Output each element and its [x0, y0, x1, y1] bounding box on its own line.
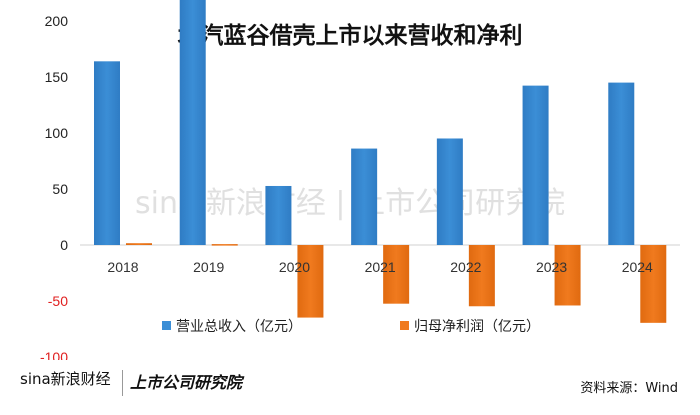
footer: sina新浪财经 上市公司研究院 资料来源：Wind: [0, 360, 700, 415]
x-tick-label: 2021: [365, 259, 396, 275]
x-tick-label: 2020: [279, 259, 310, 275]
legend-label-1: 归母净利润（亿元）: [414, 318, 540, 335]
y-tick-label: 0: [60, 237, 68, 253]
y-tick-label: 100: [45, 125, 69, 141]
x-tick-label: 2019: [193, 259, 224, 275]
y-tick-label: -50: [48, 293, 68, 309]
profit-bar-2018: [126, 243, 152, 245]
revenue-bar-2018: [94, 61, 120, 245]
x-tick-label: 2018: [107, 259, 138, 275]
x-tick-label: 2022: [450, 259, 481, 275]
sina-finance-logo: sina新浪财经: [20, 370, 111, 388]
legend-swatch-0: [162, 321, 171, 330]
y-tick-label: 50: [52, 181, 68, 197]
chart-title: 北汽蓝谷借壳上市以来营收和净利: [177, 23, 523, 49]
profit-bar-2021: [383, 245, 410, 304]
revenue-bar-2021: [351, 148, 378, 245]
revenue-bar-2020: [265, 185, 292, 245]
x-tick-label: 2024: [622, 259, 653, 275]
revenue-bar-2022: [436, 138, 463, 245]
data-source: 资料来源：Wind: [580, 381, 678, 396]
revenue-bar-2023: [522, 85, 549, 246]
profit-bar-2023: [554, 245, 581, 306]
profit-bar-2022: [468, 245, 495, 307]
profit-bar-2019: [211, 244, 238, 246]
profit-bar-2024: [640, 245, 667, 323]
revenue-bar-2019: [179, 0, 206, 246]
revenue-bar-2024: [608, 82, 635, 245]
legend-swatch-1: [400, 321, 409, 330]
y-tick-label: -100: [40, 349, 68, 360]
legend-label-0: 营业总收入（亿元）: [176, 319, 302, 335]
research-institute-logo: 上市公司研究院: [130, 373, 243, 392]
bar-chart: 300250200150100500-50-100201820192020202…: [40, 0, 680, 360]
y-tick-label: 150: [45, 69, 69, 85]
x-tick-label: 2023: [536, 259, 567, 275]
y-tick-label: 200: [45, 13, 69, 29]
logo-divider: [122, 370, 123, 396]
profit-bar-2020: [297, 245, 324, 318]
